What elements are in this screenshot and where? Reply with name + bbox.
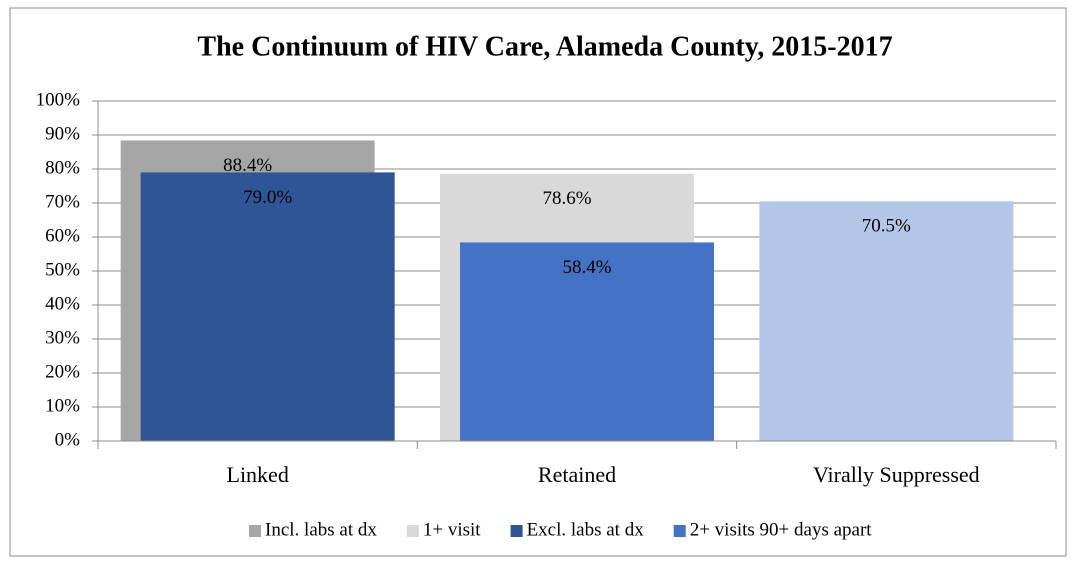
y-tick-label: 40% [45,293,80,314]
legend-label: 2+ visits 90+ days apart [690,519,873,540]
legend-label: 1+ visit [423,519,481,540]
y-tick-label: 80% [45,157,80,178]
legend-label: Excl. labs at dx [527,519,645,540]
bar [759,201,1014,441]
x-tick-label: Retained [538,462,616,487]
data-label: 88.4% [223,155,272,176]
data-label: 78.6% [542,188,591,209]
y-tick-label: 10% [45,395,80,416]
data-label: 58.4% [562,257,611,278]
x-tick-label: Virally Suppressed [813,462,980,487]
y-tick-label: 90% [45,123,80,144]
data-label: 70.5% [862,216,911,237]
legend-swatch [249,525,261,537]
y-tick-label: 70% [45,191,80,212]
y-tick-label: 30% [45,327,80,348]
legend-label: Incl. labs at dx [265,519,377,540]
y-tick-label: 50% [45,259,80,280]
y-tick-label: 20% [45,361,80,382]
y-tick-label: 60% [45,225,80,246]
x-tick-label: Linked [227,462,289,487]
data-label: 79.0% [243,187,292,208]
chart-title: The Continuum of HIV Care, Alameda Count… [197,31,892,62]
legend-swatch [406,525,419,537]
bar [140,172,395,441]
legend-swatch [673,525,686,537]
y-tick-label: 100% [36,89,81,110]
bar [460,242,714,441]
legend-swatch [510,525,523,537]
y-tick-label: 0% [55,429,81,450]
